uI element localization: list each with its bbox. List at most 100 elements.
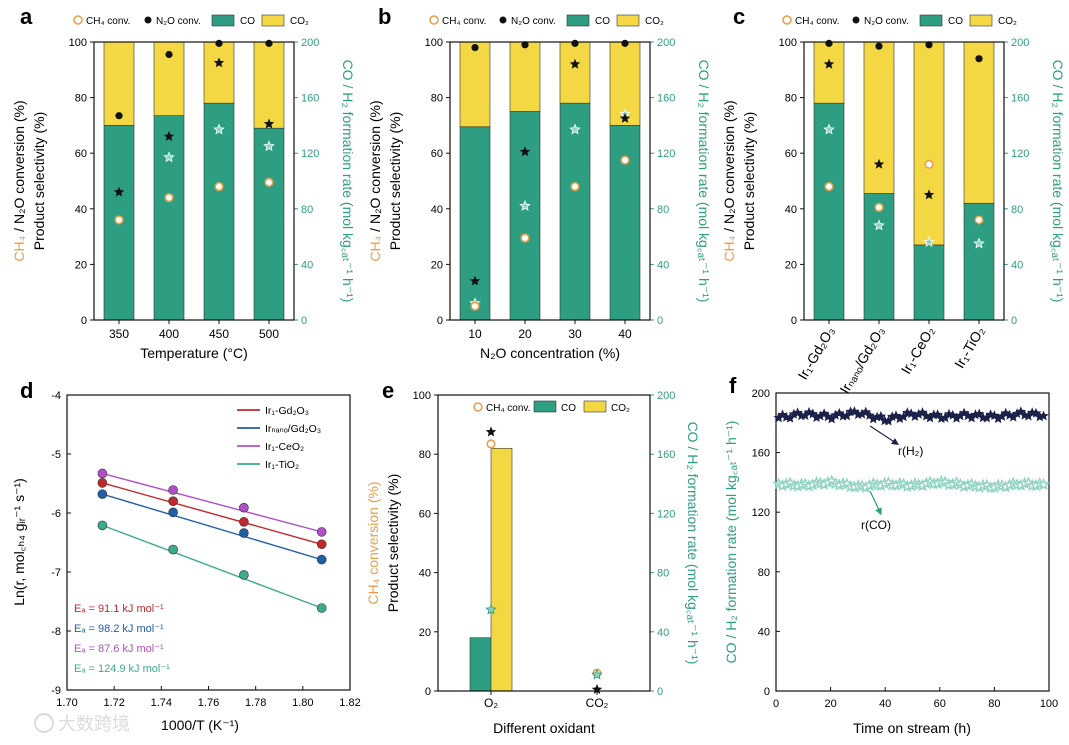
h2-rate-star <box>619 112 631 123</box>
bar-co <box>609 125 641 321</box>
legend-co-text: CO <box>948 16 963 27</box>
plot-area: 0 20 40 60 80 100 0 40 80 120 160 200 350 400 450 500 <box>69 37 320 341</box>
h2-rate-star <box>841 410 853 421</box>
ytick-right-label: 160 <box>657 93 675 105</box>
ytick-right-label: 40 <box>1011 259 1023 271</box>
h2-rate-star <box>823 58 835 69</box>
label-h2: r(H₂) <box>898 444 923 458</box>
h2-rate-star <box>485 426 497 437</box>
ch4-conv-marker <box>486 439 496 449</box>
xtick-label: 1.72 <box>103 697 124 709</box>
ch4-conv-marker <box>924 159 934 169</box>
ytick-left-label: 0 <box>81 315 87 327</box>
ytick-left-label: 40 <box>431 204 443 216</box>
watermark-text: 大数跨境 <box>58 714 130 734</box>
ylabel-left-a: CH₄ conversion (%) <box>365 481 381 604</box>
h2-rate-star <box>992 413 1004 424</box>
h2-rate-star <box>811 412 822 423</box>
co-rate-star <box>923 236 935 248</box>
plot-frame <box>449 41 651 321</box>
legend-co2-text: CO₂ <box>645 16 664 27</box>
ytick-left-label: 60 <box>431 148 443 160</box>
ylabel-right: CO / H₂ formation rate (mol kg꜀ₐₜ⁻¹ h⁻¹) <box>696 60 712 303</box>
ytick-left-label: 100 <box>779 37 797 49</box>
h2-rate-star <box>1023 410 1034 421</box>
h2-rate-star <box>830 409 841 420</box>
svg-text:CH₄ / N₂O conversion (%): CH₄ / N₂O conversion (%) <box>11 100 27 261</box>
legend: CH₄ conv. N₂O conv. CO CO₂ <box>73 14 309 27</box>
ytick-right-label: 120 <box>657 148 675 160</box>
panel-f: f 0 20 40 60 80 100 0 40 80 120 160 200 r(H₂) r(CO) C… <box>723 373 1058 736</box>
xtick-label: Ir₁-Gd₂O₃ <box>794 324 837 383</box>
ytick-left-label: 20 <box>75 259 87 271</box>
ylabel-left: CH₄ / N₂O conversion (%) <box>367 100 383 261</box>
xlabel: N₂O concentration (%) <box>480 345 620 361</box>
h2-rate-star <box>955 410 966 421</box>
fit-line <box>102 493 322 561</box>
h2-rate-star <box>569 58 581 69</box>
plot-area: 1.70 1.72 1.74 1.76 1.78 1.80 1.82 -4 -5 -6 -7 -8 -9… <box>51 390 360 709</box>
legend-ch4-text: CH₄ conv. <box>86 16 130 27</box>
panel-label: d <box>20 378 33 403</box>
ytick-label: -5 <box>51 449 61 461</box>
ytick-left-label: 80 <box>75 93 87 105</box>
ytick-label: -8 <box>51 626 61 638</box>
n2o-conv-marker <box>571 39 579 47</box>
h2-rate-star <box>784 412 796 423</box>
ea-label: Eₐ = 98.2 kJ mol⁻¹ <box>74 623 164 635</box>
ylabel-right: CO / H₂ formation rate (mol kg꜀ₐₜ⁻¹ h⁻¹) <box>1050 60 1066 303</box>
arrow-co <box>869 490 882 516</box>
ylabel: Ln(r, mol꜀ₕ₄ gᵢᵣ⁻¹ s⁻¹) <box>11 478 27 606</box>
ylabel-ch4: CH₄ <box>721 235 737 261</box>
ytick-right-label: 40 <box>657 259 669 271</box>
h2-rate-star <box>913 408 924 419</box>
xtick-label: 80 <box>988 698 1000 710</box>
ch4-conv-marker <box>264 177 274 187</box>
ch4-conv-marker <box>824 181 834 192</box>
ylabel-left2: Product selectivity (%) <box>387 112 403 250</box>
ytick-right-label: 160 <box>657 449 675 461</box>
h2-rate-star <box>924 412 936 423</box>
svg-text:CH₄ / N₂O conversion (%): CH₄ / N₂O conversion (%) <box>721 100 737 261</box>
bar-co <box>253 127 285 321</box>
ylabel-left2: Product selectivity (%) <box>31 112 47 250</box>
bar-co <box>203 102 235 321</box>
n2o-conv-marker <box>215 39 223 47</box>
ytick-label: 200 <box>752 388 770 400</box>
ytick-right-label: 200 <box>657 390 675 402</box>
legend-co2-swatch <box>583 400 607 413</box>
xtick-label: 450 <box>209 327 229 341</box>
ytick-label: -4 <box>51 390 61 402</box>
watermark: 大数跨境 <box>34 713 130 734</box>
bar-co <box>913 244 945 321</box>
xtick-label: 30 <box>568 327 582 341</box>
legend-ch4-text: CH₄ conv. <box>486 403 530 414</box>
h2-rate-star <box>883 415 894 426</box>
n2o-conv-marker <box>115 112 123 120</box>
legend-label: Ir₁-CeO₂ <box>265 441 304 453</box>
data-point <box>97 478 108 488</box>
panel-c: c CH₄ conv. N₂O conv. CO CO₂ 0 20 40 60 80 10… <box>721 4 1066 396</box>
ytick-label: 160 <box>752 448 770 460</box>
xlabel: 1000/T (K⁻¹) <box>161 717 239 733</box>
panel-label: a <box>20 4 33 29</box>
h2-rate-star <box>163 131 175 141</box>
legend-label: Ir₁-Gd₂O₃ <box>265 405 309 417</box>
legend-ch4-marker <box>73 15 83 25</box>
bar-co <box>509 111 541 321</box>
bar-co <box>153 115 185 321</box>
xlabel: Time on stream (h) <box>853 720 971 736</box>
legend-co-swatch <box>211 14 235 27</box>
ytick-left-label: 60 <box>75 148 87 160</box>
ytick-label: 80 <box>758 567 770 579</box>
ylabel-sep: / <box>11 224 27 236</box>
xtick-label: 500 <box>259 327 279 341</box>
co-rate-star <box>873 219 885 231</box>
plot-frame <box>93 41 295 321</box>
data-point <box>316 527 327 537</box>
h2-rate-star <box>898 411 909 422</box>
xtick-label: 1.82 <box>339 697 360 709</box>
ytick-right-label: 200 <box>1011 37 1029 49</box>
xtick-label: 100 <box>1040 698 1058 710</box>
